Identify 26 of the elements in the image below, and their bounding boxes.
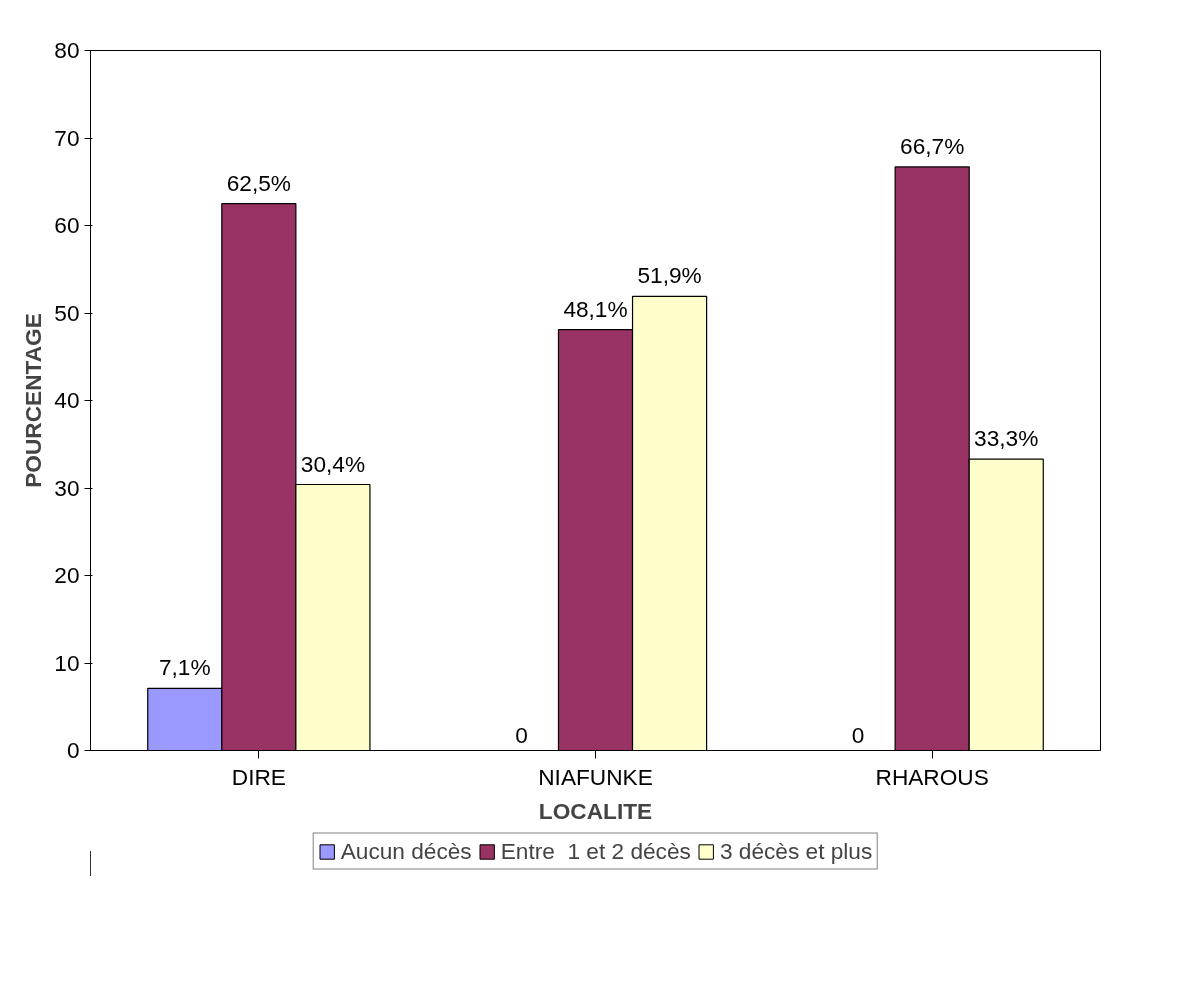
data-label: 30,4% xyxy=(300,450,366,477)
y-tick-label: 80 xyxy=(54,37,80,63)
y-tick-label: 70 xyxy=(54,124,80,151)
data-label: 0 xyxy=(851,721,865,748)
data-label: 62,5% xyxy=(226,169,291,196)
y-axis-title: POURCENTAGE xyxy=(20,313,47,488)
y-tick-label: 30 xyxy=(54,474,80,501)
data-label: 66,7% xyxy=(900,132,965,159)
y-tick-label: 40 xyxy=(54,387,80,413)
data-label: 48,1% xyxy=(563,295,628,322)
legend-label: Aucun décès xyxy=(340,837,472,865)
data-label: 51,9% xyxy=(637,262,702,289)
x-tick-label: RHAROUS xyxy=(875,763,989,790)
legend-label: 3 décès et plus xyxy=(719,837,873,865)
y-tick-label: 0 xyxy=(66,737,80,763)
y-tick-label: 20 xyxy=(54,562,80,588)
y-tick-label: 60 xyxy=(54,212,80,238)
x-tick-label: NIAFUNKE xyxy=(538,763,653,790)
data-label: 7,1% xyxy=(158,654,211,681)
data-label: 0 xyxy=(515,721,528,748)
y-tick-label: 10 xyxy=(54,649,80,676)
data-label: 33,3% xyxy=(974,425,1039,452)
y-tick-label: 50 xyxy=(54,299,80,326)
x-axis-title: LOCALITE xyxy=(538,797,653,824)
legend-label: Entre 1 et 2 décès xyxy=(500,837,691,865)
x-tick-label: DIRE xyxy=(231,763,286,790)
